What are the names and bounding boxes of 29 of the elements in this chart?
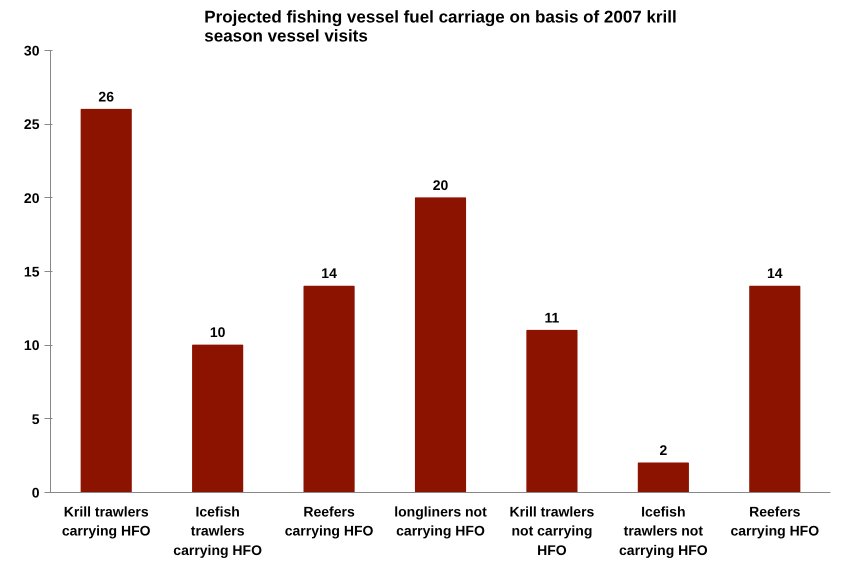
bar — [526, 330, 578, 492]
bar — [80, 108, 132, 492]
data-label: 2 — [659, 442, 668, 458]
x-tick-label: Reefers carrying HFO — [730, 504, 820, 539]
y-tick-label: 15 — [24, 264, 40, 280]
chart-title: Projected fishing vessel fuel carriage on basis of 2007 krill season vessel visits — [204, 8, 677, 46]
bar — [414, 197, 466, 492]
y-tick-label: 20 — [24, 190, 40, 206]
data-label: 20 — [432, 176, 448, 193]
data-label: 10 — [210, 324, 226, 340]
y-tick-label: 0 — [32, 484, 40, 500]
y-tick-label: 25 — [24, 116, 40, 132]
x-tick-label: Icefish trawlers not carrying HFO — [619, 504, 708, 558]
y-tick-label: 5 — [32, 410, 40, 427]
y-tick-label: 10 — [24, 337, 40, 354]
bar — [749, 286, 800, 492]
data-label: 14 — [321, 265, 338, 282]
data-label: 26 — [98, 88, 114, 104]
x-tick-label: Krill trawlers carrying HFO — [62, 504, 151, 539]
x-tick-label: Reefers carrying HFO — [284, 504, 374, 539]
bar — [304, 286, 355, 492]
bar — [192, 344, 244, 492]
data-label: 14 — [767, 265, 783, 282]
bar — [638, 462, 689, 492]
x-tick-label: Icefish trawlers carrying HFO — [173, 504, 262, 558]
y-tick-label: 30 — [24, 42, 40, 58]
x-tick-label: longliners not carrying HFO — [394, 504, 488, 539]
x-tick-label: Krill trawlers not carrying HFO — [510, 504, 595, 558]
data-label: 11 — [544, 309, 560, 326]
